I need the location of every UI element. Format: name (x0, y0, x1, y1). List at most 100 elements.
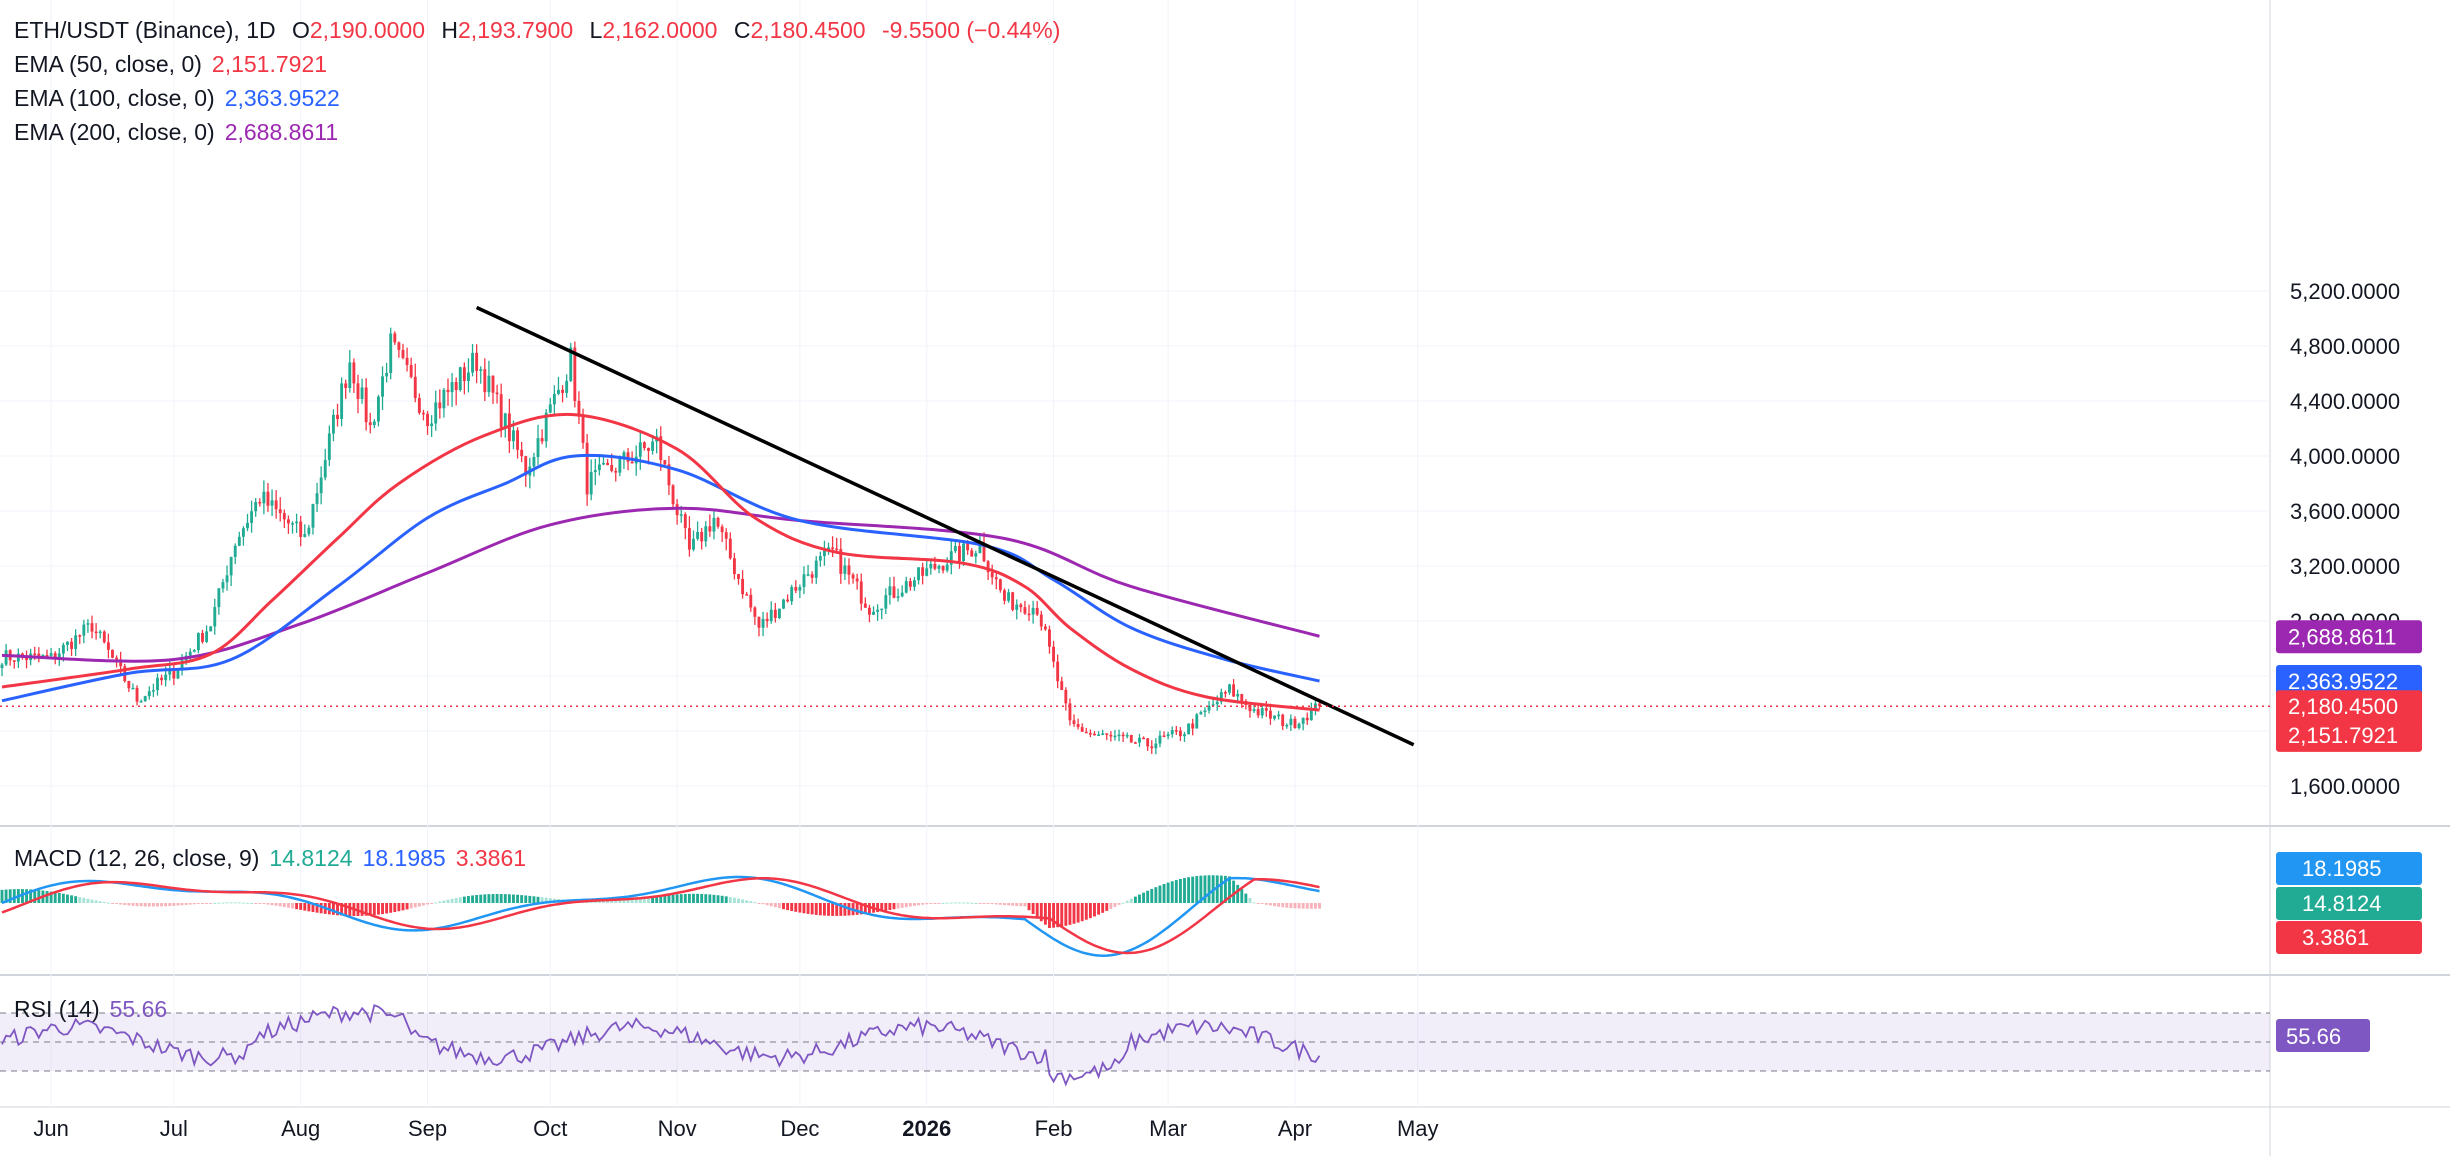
candle-body (974, 553, 978, 557)
candle-body (340, 383, 344, 419)
candle-body (372, 421, 376, 426)
candle-body (630, 461, 634, 464)
macd-bar (1256, 903, 1260, 904)
macd-bar (495, 893, 499, 903)
candle-body (667, 464, 671, 486)
macd-bar (827, 903, 830, 916)
candle-body (565, 380, 569, 393)
candle-body (1273, 715, 1276, 719)
macd-bar (102, 901, 106, 903)
candle-body (929, 563, 933, 569)
candle-body (1309, 708, 1313, 721)
macd-bar (679, 894, 683, 903)
candle-body (282, 513, 286, 520)
candle-body (798, 587, 802, 591)
macd-bar (692, 893, 695, 903)
macd-line (1, 875, 1320, 957)
close-value: 2,180.4500 (750, 17, 866, 43)
x-tick-label: Mar (1149, 1116, 1187, 1141)
macd-bar (446, 899, 450, 903)
candle-body (945, 564, 949, 571)
macd-bar (769, 903, 773, 907)
candle-body (4, 650, 8, 665)
candle-body (1003, 590, 1006, 601)
macd-bar (753, 902, 757, 904)
candle-body (1223, 692, 1227, 694)
x-tick-label: Jul (160, 1116, 188, 1141)
candle-body (397, 342, 401, 350)
candle-body (708, 526, 712, 532)
trendline (475, 305, 1415, 747)
macd-bar (385, 903, 389, 914)
macd-bar (921, 903, 925, 905)
macd-bar (299, 903, 303, 910)
candle-body (1277, 714, 1281, 717)
candle-body (647, 448, 650, 451)
macd-hist-axis-badge-bg (2276, 887, 2422, 920)
macd-bar (618, 900, 622, 903)
macd-signal-axis-badge: 3.3861 (2302, 925, 2369, 950)
macd-bar (483, 894, 487, 903)
macd-bar (974, 902, 978, 904)
macd-bar (794, 903, 798, 912)
candle-body (1285, 725, 1289, 727)
macd-bar (1146, 890, 1150, 903)
macd-bar (86, 898, 90, 903)
rsi-line (1, 1004, 1321, 1087)
candle-body (360, 387, 364, 400)
macd-bar (741, 899, 745, 903)
candle-body (1133, 742, 1137, 744)
macd-legend: MACD (12, 26, close, 9) 14.8124 18.1985 3.3… (14, 844, 536, 872)
macd-bar (1084, 903, 1088, 920)
macd-bar (1035, 903, 1039, 918)
macd-bar (417, 903, 421, 907)
macd-bar (777, 903, 781, 909)
candle-body (127, 681, 131, 689)
candle-body (1154, 743, 1158, 749)
macd-bar (1011, 903, 1015, 906)
macd-bar (700, 893, 704, 903)
macd-bar (1043, 903, 1047, 925)
macd-bar (282, 903, 286, 908)
candle-body (839, 549, 843, 574)
macd-bar (716, 895, 720, 903)
macd-bar (1121, 902, 1125, 904)
macd-bar (1166, 882, 1170, 903)
macd-bar (913, 903, 916, 906)
macd-bar (331, 903, 335, 915)
macd-bar (1105, 903, 1109, 911)
macd-bar (610, 900, 614, 903)
candle-body (1252, 709, 1256, 712)
candle-body (237, 536, 241, 546)
candle-body (1158, 735, 1162, 744)
candle-body (786, 599, 790, 602)
candle-body (1097, 734, 1101, 737)
candle-body (156, 677, 159, 691)
macd-bar (1268, 903, 1272, 906)
macd-bar (929, 903, 933, 904)
candle-body (491, 375, 495, 393)
candle-body (1129, 734, 1133, 743)
macd-bar (250, 902, 254, 904)
candle-body (994, 577, 998, 580)
change-value: -9.5500 (−0.44%) (881, 17, 1061, 43)
candle-body (512, 430, 515, 442)
macd-bar (115, 903, 119, 904)
candle-body (1178, 730, 1182, 737)
candle-body (119, 659, 123, 667)
macd-bar (917, 903, 920, 906)
macd-bar (1048, 903, 1051, 929)
macd-bar (1170, 881, 1174, 903)
macd-bar (176, 903, 180, 906)
macd-bar (401, 903, 405, 911)
candle-body (1203, 710, 1207, 713)
candle-body (1268, 710, 1272, 719)
macd-bar (471, 895, 474, 903)
macd-histogram (0, 875, 1321, 929)
macd-bar (1064, 903, 1068, 926)
candle-body (168, 669, 172, 675)
macd-bar (180, 903, 184, 906)
candle-body (471, 352, 474, 373)
high-value: 2,193.7900 (458, 17, 574, 43)
